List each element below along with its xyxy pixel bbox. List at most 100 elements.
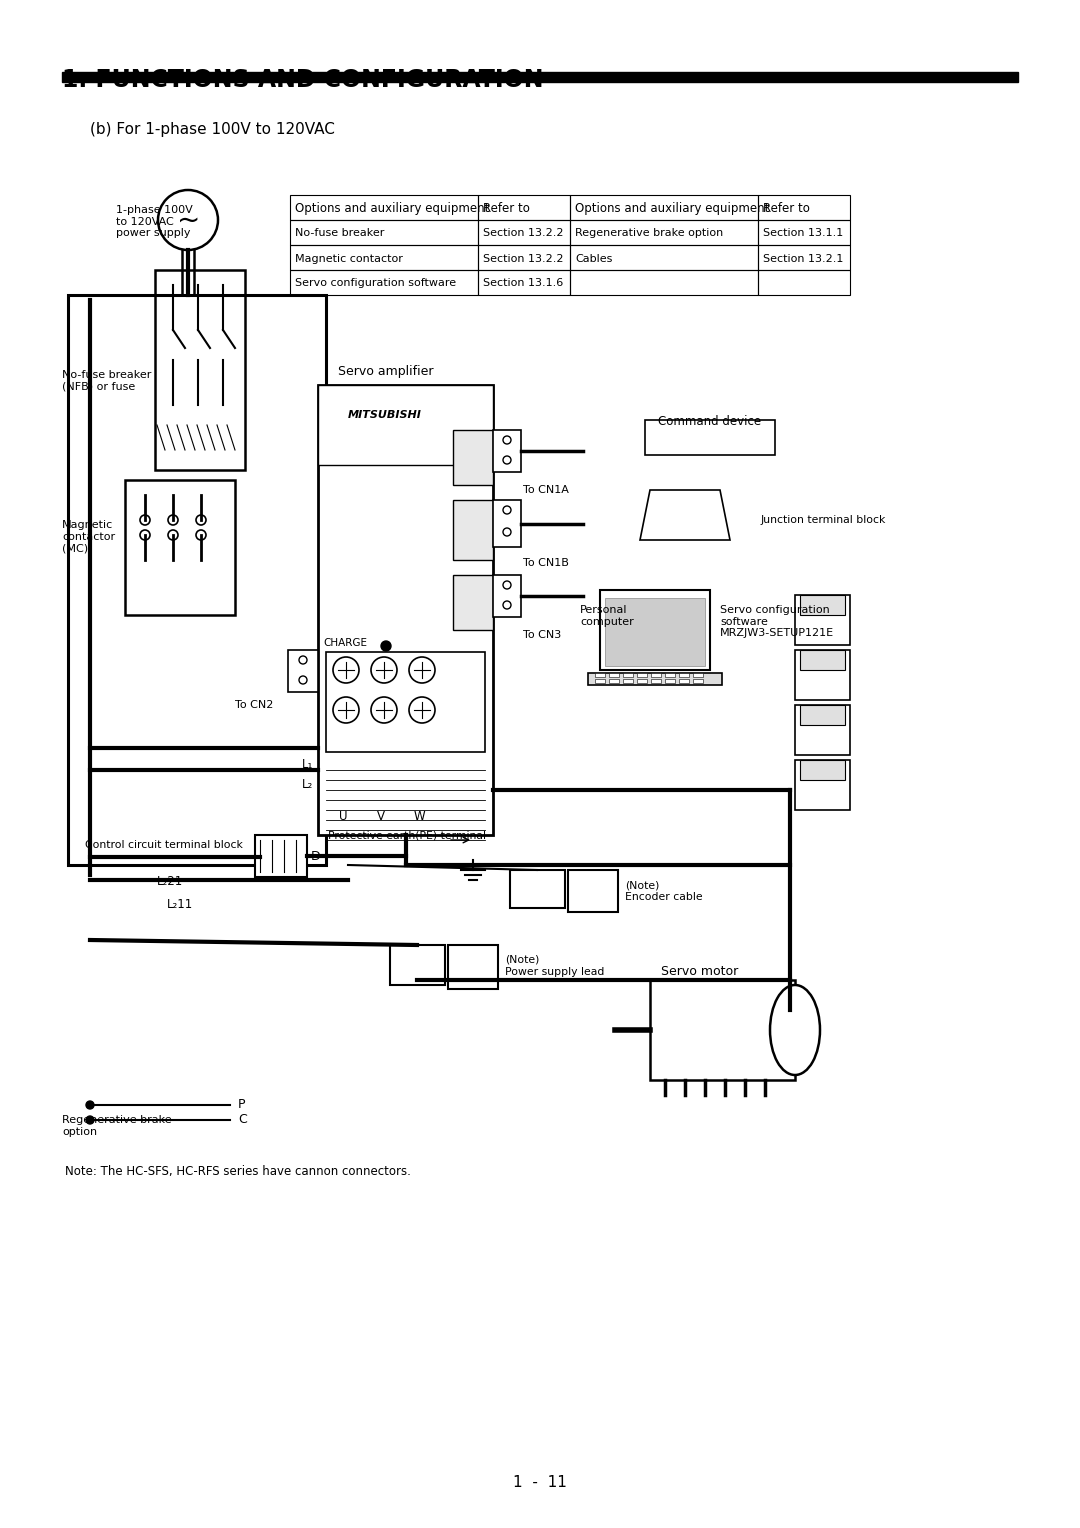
Text: Section 13.1.1: Section 13.1.1 (762, 229, 843, 238)
Text: Cables: Cables (575, 254, 612, 263)
Text: Servo motor: Servo motor (661, 966, 739, 978)
Bar (693, 678, 703, 683)
Text: Regenerative brake option: Regenerative brake option (575, 229, 724, 238)
Bar (800, 594, 845, 614)
Bar (595, 678, 605, 683)
Text: Servo amplifier: Servo amplifier (338, 365, 433, 377)
Bar (125, 480, 235, 614)
Bar (453, 575, 492, 630)
Text: Servo configuration software: Servo configuration software (295, 278, 456, 289)
Text: Refer to: Refer to (762, 202, 810, 215)
Bar (156, 270, 245, 471)
Bar (570, 220, 758, 244)
Text: Options and auxiliary equipment: Options and auxiliary equipment (295, 202, 489, 215)
Bar (390, 944, 445, 986)
Text: Magnetic contactor: Magnetic contactor (295, 254, 403, 263)
Ellipse shape (770, 986, 820, 1076)
Text: MITSUBISHI: MITSUBISHI (348, 410, 422, 420)
Text: C: C (238, 1112, 246, 1126)
Text: 1. FUNCTIONS AND CONFIGURATION: 1. FUNCTIONS AND CONFIGURATION (62, 69, 543, 92)
Bar (679, 672, 689, 677)
Text: Section 13.1.6: Section 13.1.6 (483, 278, 564, 289)
Text: Junction terminal block: Junction terminal block (760, 515, 886, 526)
Bar (609, 672, 619, 677)
Bar (605, 597, 705, 666)
Text: Options and auxiliary equipment: Options and auxiliary equipment (575, 202, 769, 215)
Text: Section 13.2.2: Section 13.2.2 (483, 254, 564, 263)
Bar (448, 944, 498, 989)
Text: To CN1A: To CN1A (523, 484, 569, 495)
Bar (758, 244, 850, 270)
Bar (492, 575, 521, 617)
Polygon shape (640, 490, 730, 539)
Bar (600, 590, 710, 669)
Text: U: U (339, 810, 348, 824)
Circle shape (381, 642, 391, 651)
Text: To CN1B: To CN1B (523, 558, 569, 568)
Bar (570, 270, 758, 295)
Bar (478, 196, 570, 220)
Text: Servo configuration
software
MRZJW3-SETUP121E: Servo configuration software MRZJW3-SETU… (720, 605, 834, 639)
Text: L₂: L₂ (301, 778, 313, 792)
Bar (651, 678, 661, 683)
Text: 1-phase 100V
to 120VAC
power supply: 1-phase 100V to 120VAC power supply (116, 205, 192, 238)
Text: No-fuse breaker
(NFB) or fuse: No-fuse breaker (NFB) or fuse (62, 370, 151, 391)
Text: W: W (414, 810, 424, 824)
Text: Command device: Command device (659, 416, 761, 428)
Bar (758, 270, 850, 295)
Bar (68, 295, 326, 865)
Bar (637, 672, 647, 677)
Bar (693, 672, 703, 677)
Bar (478, 270, 570, 295)
Bar (291, 270, 478, 295)
Text: Refer to: Refer to (483, 202, 530, 215)
Bar (650, 979, 795, 1080)
Bar (645, 420, 775, 455)
Bar (288, 649, 318, 692)
Bar (679, 678, 689, 683)
Bar (623, 672, 633, 677)
Text: 1  -  11: 1 - 11 (513, 1475, 567, 1490)
Bar (795, 594, 850, 645)
Bar (665, 672, 675, 677)
Text: Section 13.2.1: Section 13.2.1 (762, 254, 843, 263)
Bar (291, 196, 478, 220)
Bar (623, 678, 633, 683)
Bar (595, 672, 605, 677)
Bar (568, 869, 618, 912)
Bar (492, 500, 521, 547)
Bar (758, 220, 850, 244)
Bar (453, 500, 492, 559)
Bar (291, 220, 478, 244)
Text: CHARGE: CHARGE (323, 639, 367, 648)
Bar (609, 678, 619, 683)
Bar (665, 678, 675, 683)
Bar (318, 385, 492, 834)
Text: (Note)
Encoder cable: (Note) Encoder cable (625, 880, 703, 902)
Text: V: V (377, 810, 384, 824)
Text: To CN2: To CN2 (234, 700, 273, 711)
Bar (62, 72, 1018, 83)
Bar (326, 652, 485, 752)
Text: L₂21: L₂21 (157, 876, 184, 888)
Text: ~: ~ (177, 206, 201, 235)
Text: D: D (311, 850, 321, 863)
Text: (b) For 1-phase 100V to 120VAC: (b) For 1-phase 100V to 120VAC (90, 122, 335, 138)
Text: To CN3: To CN3 (523, 630, 562, 640)
Text: L₁: L₁ (301, 758, 313, 772)
Bar (510, 869, 565, 908)
Text: P: P (238, 1099, 245, 1111)
Bar (291, 244, 478, 270)
Bar (800, 649, 845, 669)
Bar (255, 834, 307, 877)
Text: Regenerative brake
option: Regenerative brake option (62, 1115, 172, 1137)
Bar (795, 704, 850, 755)
Bar (651, 672, 661, 677)
Text: Magnetic
contactor
(MC): Magnetic contactor (MC) (62, 520, 116, 553)
Text: L₂11: L₂11 (167, 898, 193, 911)
Bar (492, 429, 521, 472)
Circle shape (86, 1115, 94, 1125)
Bar (478, 220, 570, 244)
Text: (Note)
Power supply lead: (Note) Power supply lead (505, 955, 605, 976)
Bar (453, 429, 492, 484)
